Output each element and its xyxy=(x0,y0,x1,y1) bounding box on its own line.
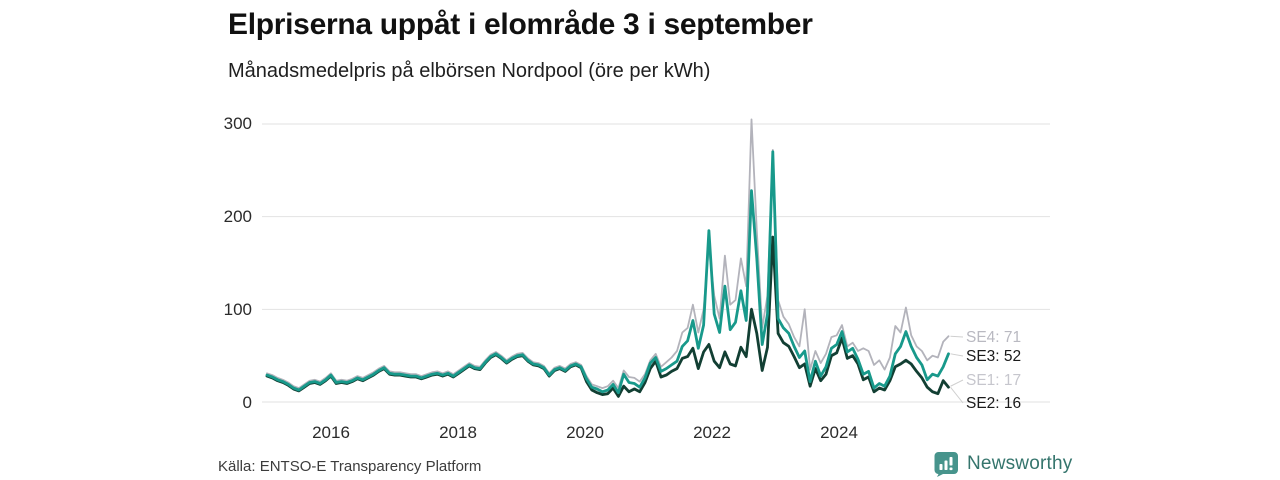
leader-line-se4 xyxy=(950,335,964,338)
series-line-se2 xyxy=(265,235,950,398)
series-line-se1 xyxy=(266,235,950,397)
newsworthy-barchart-icon xyxy=(934,452,958,477)
source-caption: Källa: ENTSO-E Transparency Platform xyxy=(218,458,482,475)
series-end-label-se4: SE4: 71 xyxy=(966,329,1022,346)
leader-line-se2 xyxy=(950,386,964,404)
x-axis-tick-2016: 2016 xyxy=(312,423,350,442)
y-axis-tick-200: 200 xyxy=(223,207,252,226)
chart-subtitle: Månadsmedelpris på elbörsen Nordpool (ör… xyxy=(228,60,711,82)
page-title: Elpriserna uppåt i elområde 3 i septembe… xyxy=(228,8,813,41)
leader-line-se1 xyxy=(950,379,964,387)
series-end-label-se3: SE3: 52 xyxy=(966,348,1022,365)
x-axis-tick-2024: 2024 xyxy=(820,423,858,442)
y-axis-tick-300: 300 xyxy=(223,114,252,133)
x-axis-tick-2018: 2018 xyxy=(439,423,477,442)
series-line-se4 xyxy=(266,118,950,390)
series-line-se3 xyxy=(265,150,950,395)
newsworthy-wordmark: Newsworthy xyxy=(967,453,1073,474)
x-axis-tick-2022: 2022 xyxy=(693,423,731,442)
series-end-label-se1: SE1: 17 xyxy=(966,372,1022,389)
y-axis-tick-0: 0 xyxy=(242,393,252,412)
leader-line-se3 xyxy=(950,353,964,357)
newsworthy-logo: Newsworthy xyxy=(933,451,1072,477)
y-axis-tick-100: 100 xyxy=(223,300,252,319)
x-axis-tick-2020: 2020 xyxy=(566,423,604,442)
series-end-label-se2: SE2: 16 xyxy=(966,395,1022,412)
